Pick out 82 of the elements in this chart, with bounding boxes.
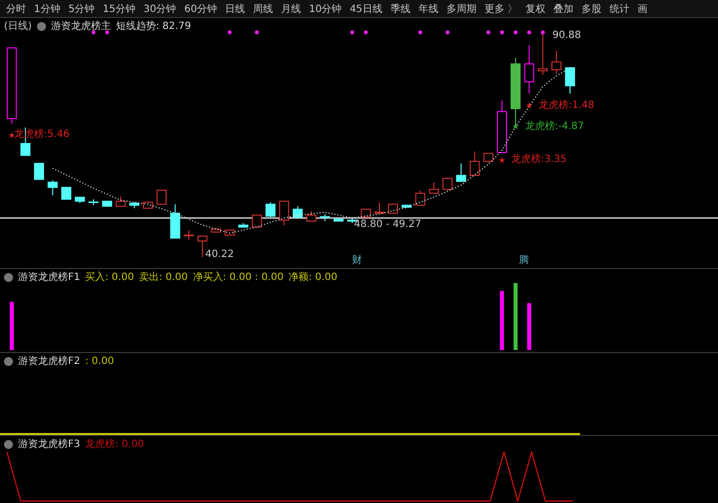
candlestick — [306, 210, 316, 222]
text: 多股 — [582, 2, 602, 16]
candlestick — [442, 176, 452, 190]
text: 15分钟 — [102, 2, 136, 16]
annotation: 龙虎榜:3.35 — [510, 154, 567, 166]
point — [500, 30, 504, 34]
point — [498, 156, 506, 163]
text: 年线 — [418, 2, 438, 16]
text: 月线 — [280, 2, 301, 16]
candlestick — [538, 32, 548, 76]
point — [540, 30, 545, 34]
text: 分时 — [6, 2, 26, 16]
text: 1分钟 — [34, 2, 60, 16]
annotation: 90.88 — [552, 30, 582, 42]
bar — [527, 303, 532, 350]
chart-title: 游资龙虎榜主 — [50, 20, 111, 33]
candlestick — [197, 236, 208, 258]
text: : 0.00 — [85, 356, 114, 366]
candlestick — [374, 202, 384, 214]
candlestick — [428, 182, 439, 194]
chart-subtitle: (日线) — [4, 20, 32, 33]
annotation: 龙虎榜:-4.87 — [524, 120, 584, 132]
annotation: 买入: 0.00 — [85, 270, 134, 284]
point — [8, 132, 15, 138]
annotation: 48.80 - 49.27 — [354, 219, 422, 231]
text: 45日线 — [350, 2, 382, 16]
candlestick — [470, 150, 480, 176]
bar — [514, 283, 518, 350]
text: 日线 — [224, 2, 245, 16]
candlestick — [551, 50, 562, 74]
point — [527, 30, 532, 34]
text: 叠加 — [554, 2, 574, 16]
text: 10分钟 — [308, 2, 342, 16]
candlestick — [565, 67, 576, 94]
candlestick — [61, 186, 72, 200]
annotation: 龙虎榜:1.48 — [538, 100, 594, 112]
annotation: 净买入: 0.00 : 0.00 — [192, 270, 284, 284]
text: 统计 — [610, 2, 630, 16]
point — [105, 30, 110, 34]
text: 5分钟 — [68, 2, 95, 16]
point — [418, 30, 422, 34]
point — [228, 30, 232, 34]
bar — [10, 302, 14, 350]
point — [512, 123, 519, 130]
point — [526, 102, 532, 108]
annotation: 腾 — [519, 255, 529, 267]
candlestick — [456, 162, 466, 182]
candlestick — [48, 180, 58, 196]
text: 60分钟 — [184, 2, 217, 16]
candlestick — [266, 202, 276, 218]
point — [350, 30, 354, 34]
chart-title: 游资龙虎榜F3 — [18, 438, 80, 451]
candlestick — [292, 206, 303, 218]
point — [486, 30, 490, 34]
annotation: 财 — [352, 255, 362, 267]
candlestick — [156, 190, 167, 205]
candlestick — [184, 230, 194, 241]
chart-title: 游资龙虎榜F1 — [18, 270, 80, 284]
annotation: 40.22 — [205, 249, 234, 261]
annotation: 卖出: 0.00 — [138, 270, 188, 284]
text: 复权 — [526, 2, 546, 16]
candlestick — [116, 196, 126, 207]
text: 更多 〉 — [484, 2, 518, 16]
point — [254, 30, 259, 34]
candlestick — [34, 162, 44, 180]
text: 短线趋势: 82.79 — [116, 20, 191, 33]
point — [446, 30, 450, 34]
candlestick — [415, 190, 426, 206]
candlestick — [524, 44, 534, 94]
candlestick — [279, 200, 290, 226]
text: 游资龙虎榜F2 — [18, 354, 80, 368]
candlestick — [252, 214, 262, 228]
text: 周线 — [252, 2, 273, 16]
text: 龙虎榜: 0.00 — [85, 438, 144, 451]
text: 画 — [638, 2, 648, 16]
bar — [500, 291, 504, 350]
point — [514, 30, 518, 34]
point — [364, 30, 368, 34]
text: 季线 — [390, 2, 410, 16]
text: 30分钟 — [143, 2, 176, 16]
text: 多周期 — [446, 2, 476, 16]
annotation: 净额: 0.00 — [288, 270, 338, 284]
